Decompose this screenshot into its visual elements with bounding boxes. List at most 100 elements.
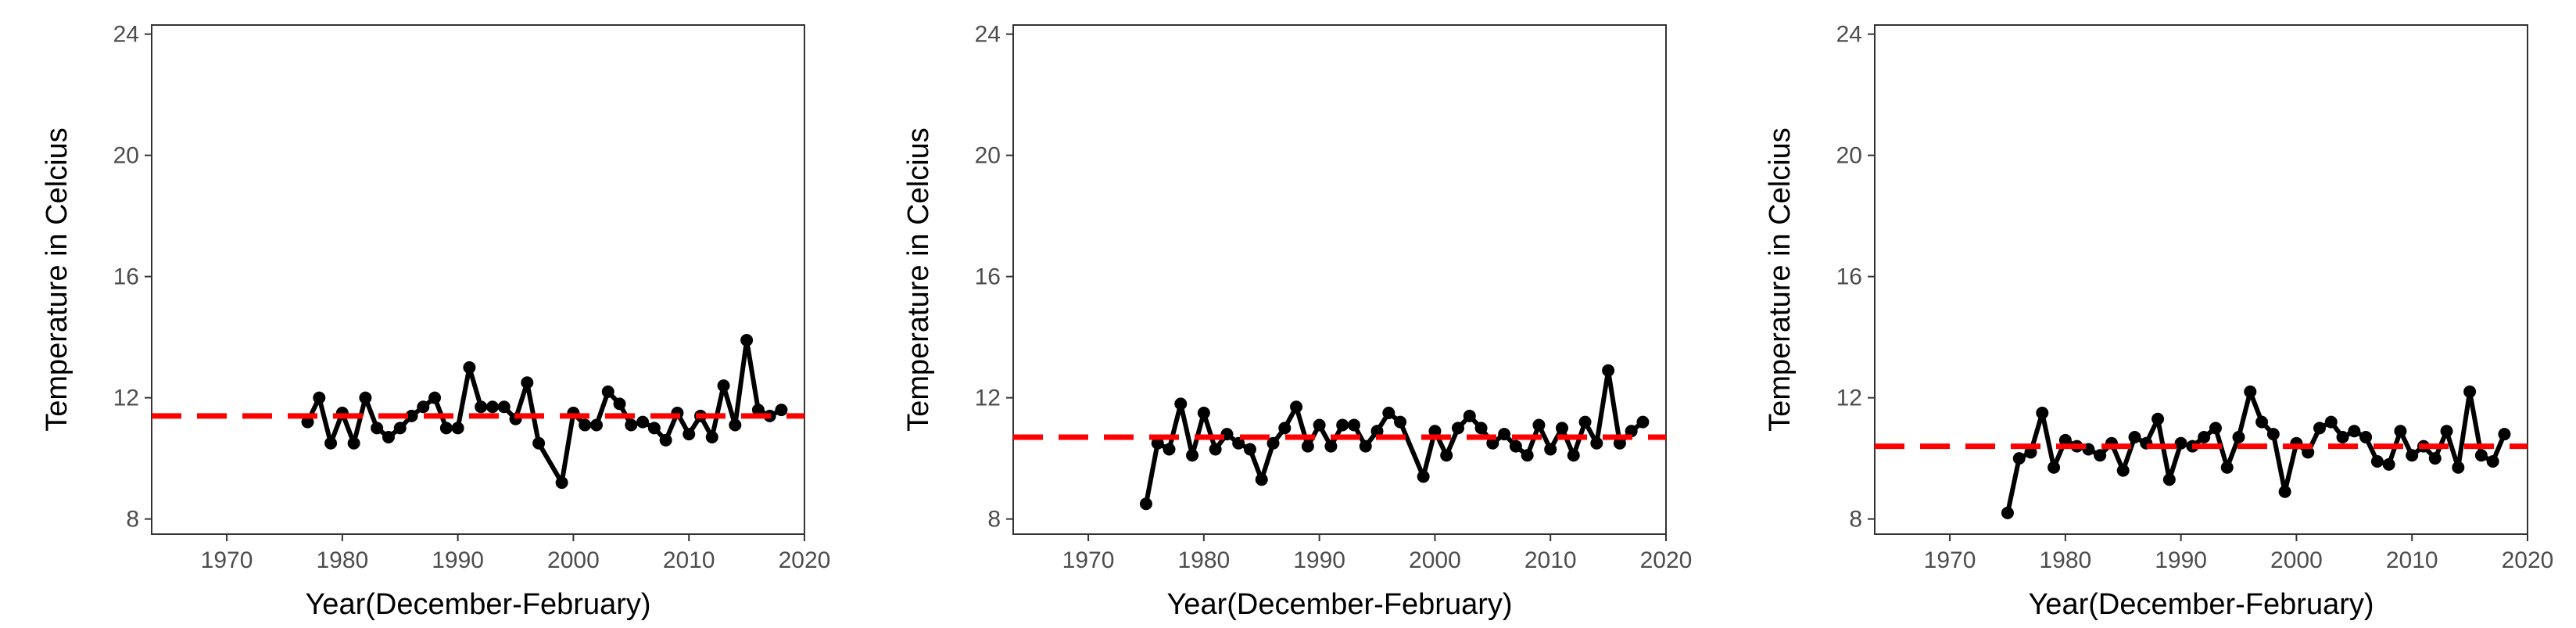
data-point <box>359 391 372 404</box>
data-point <box>1301 440 1314 453</box>
data-point <box>2370 455 2384 468</box>
data-point <box>1209 443 1222 456</box>
data-point <box>1394 415 1407 429</box>
data-point <box>775 404 788 417</box>
data-point <box>1232 436 1245 450</box>
data-point <box>1243 443 1256 456</box>
data-point <box>1567 449 1580 462</box>
data-point <box>417 400 430 414</box>
y-tick-label: 24 <box>113 22 139 48</box>
data-point <box>2324 415 2338 429</box>
y-tick-label: 24 <box>1836 22 1862 48</box>
data-point <box>683 428 696 441</box>
data-point <box>475 400 488 414</box>
data-point <box>2094 449 2107 462</box>
x-axis-title: Year(December-February) <box>1166 588 1512 621</box>
data-point <box>2359 431 2373 443</box>
data-point <box>1290 400 1303 414</box>
data-point <box>2486 455 2499 468</box>
data-point <box>1463 409 1476 422</box>
data-point <box>2313 422 2326 435</box>
y-tick-label: 8 <box>126 507 139 533</box>
y-tick-label: 12 <box>113 386 139 411</box>
y-tick-label: 20 <box>975 143 1001 169</box>
data-point <box>636 415 650 429</box>
data-point <box>740 334 754 346</box>
data-point <box>313 391 326 404</box>
data-point <box>1278 422 1292 435</box>
data-point <box>1151 436 1164 450</box>
data-point <box>705 431 718 443</box>
data-point <box>2058 433 2072 447</box>
data-point <box>1417 470 1430 483</box>
data-point <box>1625 425 1638 438</box>
data-point <box>2463 385 2477 398</box>
y-tick-label: 16 <box>975 264 1001 290</box>
data-point <box>1613 436 1626 450</box>
data-point <box>521 376 534 389</box>
chart-panel-2: 8 12 16 20 24 1970 1980 1990 2000 2010 2020 Year(De… <box>902 22 1692 621</box>
data-point <box>2440 425 2453 438</box>
data-point <box>1532 418 1546 432</box>
data-point <box>1636 415 1650 429</box>
data-point <box>1498 428 1511 441</box>
data-point <box>1255 473 1268 486</box>
plot-border <box>1012 24 1667 535</box>
x-tick-label: 2020 <box>779 547 831 573</box>
x-tick-label: 1970 <box>1924 547 1976 573</box>
data-point <box>324 436 338 450</box>
x-tick-label: 1980 <box>316 547 368 573</box>
y-tick-label: 12 <box>975 386 1001 411</box>
data-point <box>751 404 765 417</box>
y-axis-title: Temperature in Celcius <box>41 127 73 432</box>
x-tick-label: 1970 <box>201 547 253 573</box>
data-point <box>2452 461 2465 474</box>
data-point <box>1139 497 1152 511</box>
x-axis-title: Year(December-February) <box>2028 588 2374 621</box>
data-point <box>1486 436 1499 450</box>
chart-panel-1: 8 12 16 20 24 1970 1980 1990 2000 2010 2020 Year(De… <box>41 22 830 621</box>
chart-panel-3: 8 12 16 20 24 1970 1980 1990 2000 2010 2020 Year(De… <box>1764 22 2553 621</box>
data-point <box>1602 364 1615 377</box>
data-point <box>2209 422 2222 435</box>
x-axis-title: Year(December-February) <box>305 588 650 621</box>
y-axis-title: Temperature in Celcius <box>1764 127 1797 432</box>
data-point <box>1313 418 1326 432</box>
data-point <box>1474 422 1488 435</box>
data-point <box>1521 449 1534 462</box>
data-point <box>1324 440 1338 453</box>
x-tick-label: 2000 <box>547 547 600 573</box>
data-point <box>555 476 568 490</box>
data-point <box>2174 436 2187 450</box>
y-tick-label: 12 <box>1836 386 1862 411</box>
data-point <box>2220 461 2234 474</box>
x-tick-label: 2000 <box>2270 547 2323 573</box>
data-point <box>428 391 442 404</box>
x-tick-label: 1980 <box>2039 547 2091 573</box>
data-point <box>451 422 464 435</box>
data-point <box>347 436 360 450</box>
data-point <box>405 409 418 422</box>
data-point <box>1359 440 1372 453</box>
data-point <box>532 436 546 450</box>
data-point <box>2302 446 2315 459</box>
data-point <box>1509 440 1522 453</box>
x-tick-label: 1990 <box>2155 547 2207 573</box>
data-point <box>2232 431 2245 443</box>
x-tick-label: 2000 <box>1409 547 1461 573</box>
data-point <box>2394 425 2407 438</box>
data-point <box>2266 428 2280 441</box>
data-point <box>371 422 384 435</box>
x-tick-label: 1990 <box>432 547 484 573</box>
x-tick-label: 2010 <box>2386 547 2438 573</box>
y-tick-label: 24 <box>975 22 1001 48</box>
data-point <box>625 418 638 432</box>
data-point <box>1336 418 1349 432</box>
plot-border <box>151 24 805 535</box>
data-point <box>2382 458 2395 471</box>
series-line <box>305 338 783 486</box>
data-point <box>647 422 661 435</box>
data-point <box>1382 407 1395 419</box>
